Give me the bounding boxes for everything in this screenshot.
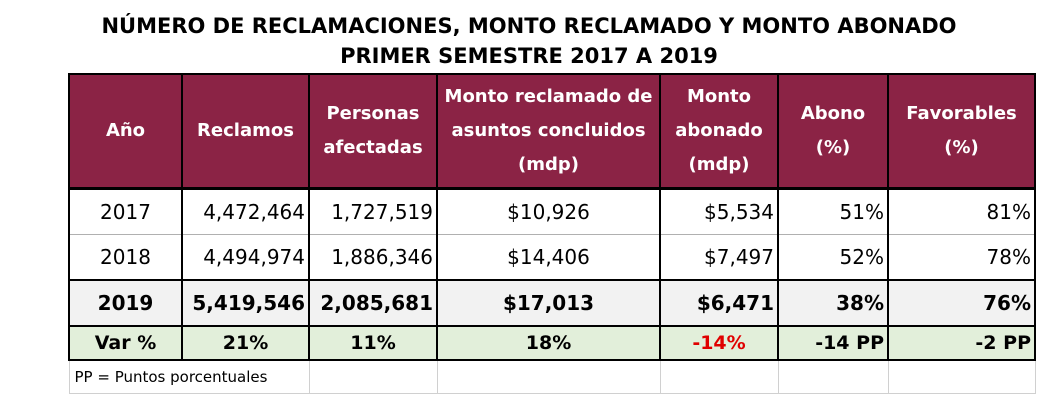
cell-year: 2017 [68,188,183,235]
table-row: 2017 4,472,464 1,727,519 $10,926 $5,534 … [68,188,1036,235]
cell-claimed-amount: $17,013 [436,279,661,327]
cell-paid-amount: $7,497 [659,234,779,281]
cell-claims: 5,419,546 [181,279,310,327]
cell-affected: 2,085,681 [308,279,438,327]
footnote-row: PP = Puntos porcentuales [68,359,1036,394]
var-favorable-pct: -2 PP [887,325,1036,361]
cell-payment-pct: 51% [777,188,889,235]
cell-paid-amount: $5,534 [659,188,779,235]
col-header-payment-pct: Abono (%) [777,73,889,190]
cell-claims: 4,472,464 [181,188,310,235]
empty-cell [777,359,889,394]
page-title: NÚMERO DE RECLAMACIONES, MONTO RECLAMADO… [101,14,957,38]
footnote: PP = Puntos porcentuales [68,359,310,394]
page-subtitle: PRIMER SEMESTRE 2017 A 2019 [340,44,718,68]
var-affected: 11% [308,325,438,361]
col-header-affected-persons: Personas afectadas [308,73,438,190]
cell-favorable-pct: 81% [887,188,1036,235]
cell-affected: 1,886,346 [308,234,438,281]
cell-year: 2018 [68,234,183,281]
cell-year: 2019 [68,279,183,327]
col-header-year: Año [68,73,183,190]
var-claimed-amount: 18% [436,325,661,361]
variation-row: Var % 21% 11% 18% -14% -14 PP -2 PP [68,325,1036,361]
empty-cell [436,359,661,394]
empty-cell [308,359,438,394]
cell-payment-pct: 38% [777,279,889,327]
cell-affected: 1,727,519 [308,188,438,235]
var-payment-pct: -14 PP [777,325,889,361]
col-header-paid-amount: Monto abonado (mdp) [659,73,779,190]
cell-claimed-amount: $14,406 [436,234,661,281]
cell-favorable-pct: 78% [887,234,1036,281]
cell-claims: 4,494,974 [181,234,310,281]
claims-table: Año Reclamos Personas afectadas Monto re… [68,73,1036,394]
empty-cell [659,359,779,394]
col-header-claims: Reclamos [181,73,310,190]
table-row: 2018 4,494,974 1,886,346 $14,406 $7,497 … [68,234,1036,281]
cell-paid-amount: $6,471 [659,279,779,327]
col-header-favorable-pct: Favorables (%) [887,73,1036,190]
table-row-current-year: 2019 5,419,546 2,085,681 $17,013 $6,471 … [68,279,1036,327]
cell-favorable-pct: 76% [887,279,1036,327]
cell-payment-pct: 52% [777,234,889,281]
empty-cell [887,359,1036,394]
col-header-claimed-amount: Monto reclamado de asuntos concluidos (m… [436,73,661,190]
cell-claimed-amount: $10,926 [436,188,661,235]
var-paid-amount: -14% [659,325,779,361]
table-header-row: Año Reclamos Personas afectadas Monto re… [68,73,1036,190]
var-label: Var % [68,325,183,361]
var-claims: 21% [181,325,310,361]
